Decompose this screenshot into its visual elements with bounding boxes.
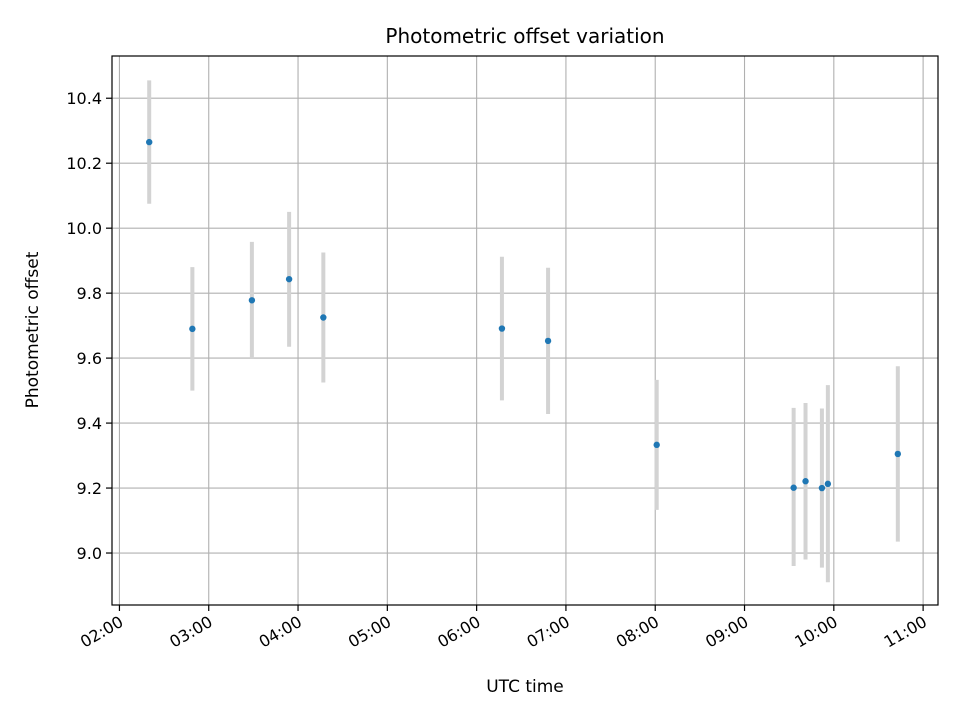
data-point — [790, 484, 797, 491]
y-tick-label: 10.2 — [66, 154, 102, 173]
y-tick-label: 9.2 — [77, 479, 102, 498]
data-point — [189, 325, 196, 333]
y-tick-label: 10.4 — [66, 89, 102, 108]
y-tick-label: 9.0 — [77, 544, 102, 563]
x-axis-label: UTC time — [486, 677, 564, 697]
gridlines — [112, 56, 938, 605]
y-tick-label: 10.0 — [66, 219, 102, 238]
plot-frame — [111, 55, 939, 606]
data-point — [544, 337, 552, 345]
y-tick-label: 9.6 — [77, 349, 102, 368]
data-point — [285, 275, 293, 283]
data-point — [894, 450, 902, 458]
data-point — [818, 484, 826, 492]
y-tick-label: 9.8 — [77, 284, 102, 303]
data-point — [248, 297, 256, 304]
y-tick-label: 9.4 — [77, 414, 102, 433]
y-axis: 9.0 9.2 9.4 9.6 9.8 10.0 10.2 10.4 — [66, 89, 112, 563]
data-points — [146, 138, 902, 492]
data-point — [320, 314, 327, 321]
data-point — [653, 441, 660, 449]
y-axis-label: Photometric offset — [23, 251, 43, 408]
data-point — [498, 325, 506, 332]
data-point — [824, 480, 832, 488]
data-point — [146, 138, 153, 146]
chart-title: Photometric offset variation — [385, 24, 664, 48]
data-point — [802, 478, 809, 485]
